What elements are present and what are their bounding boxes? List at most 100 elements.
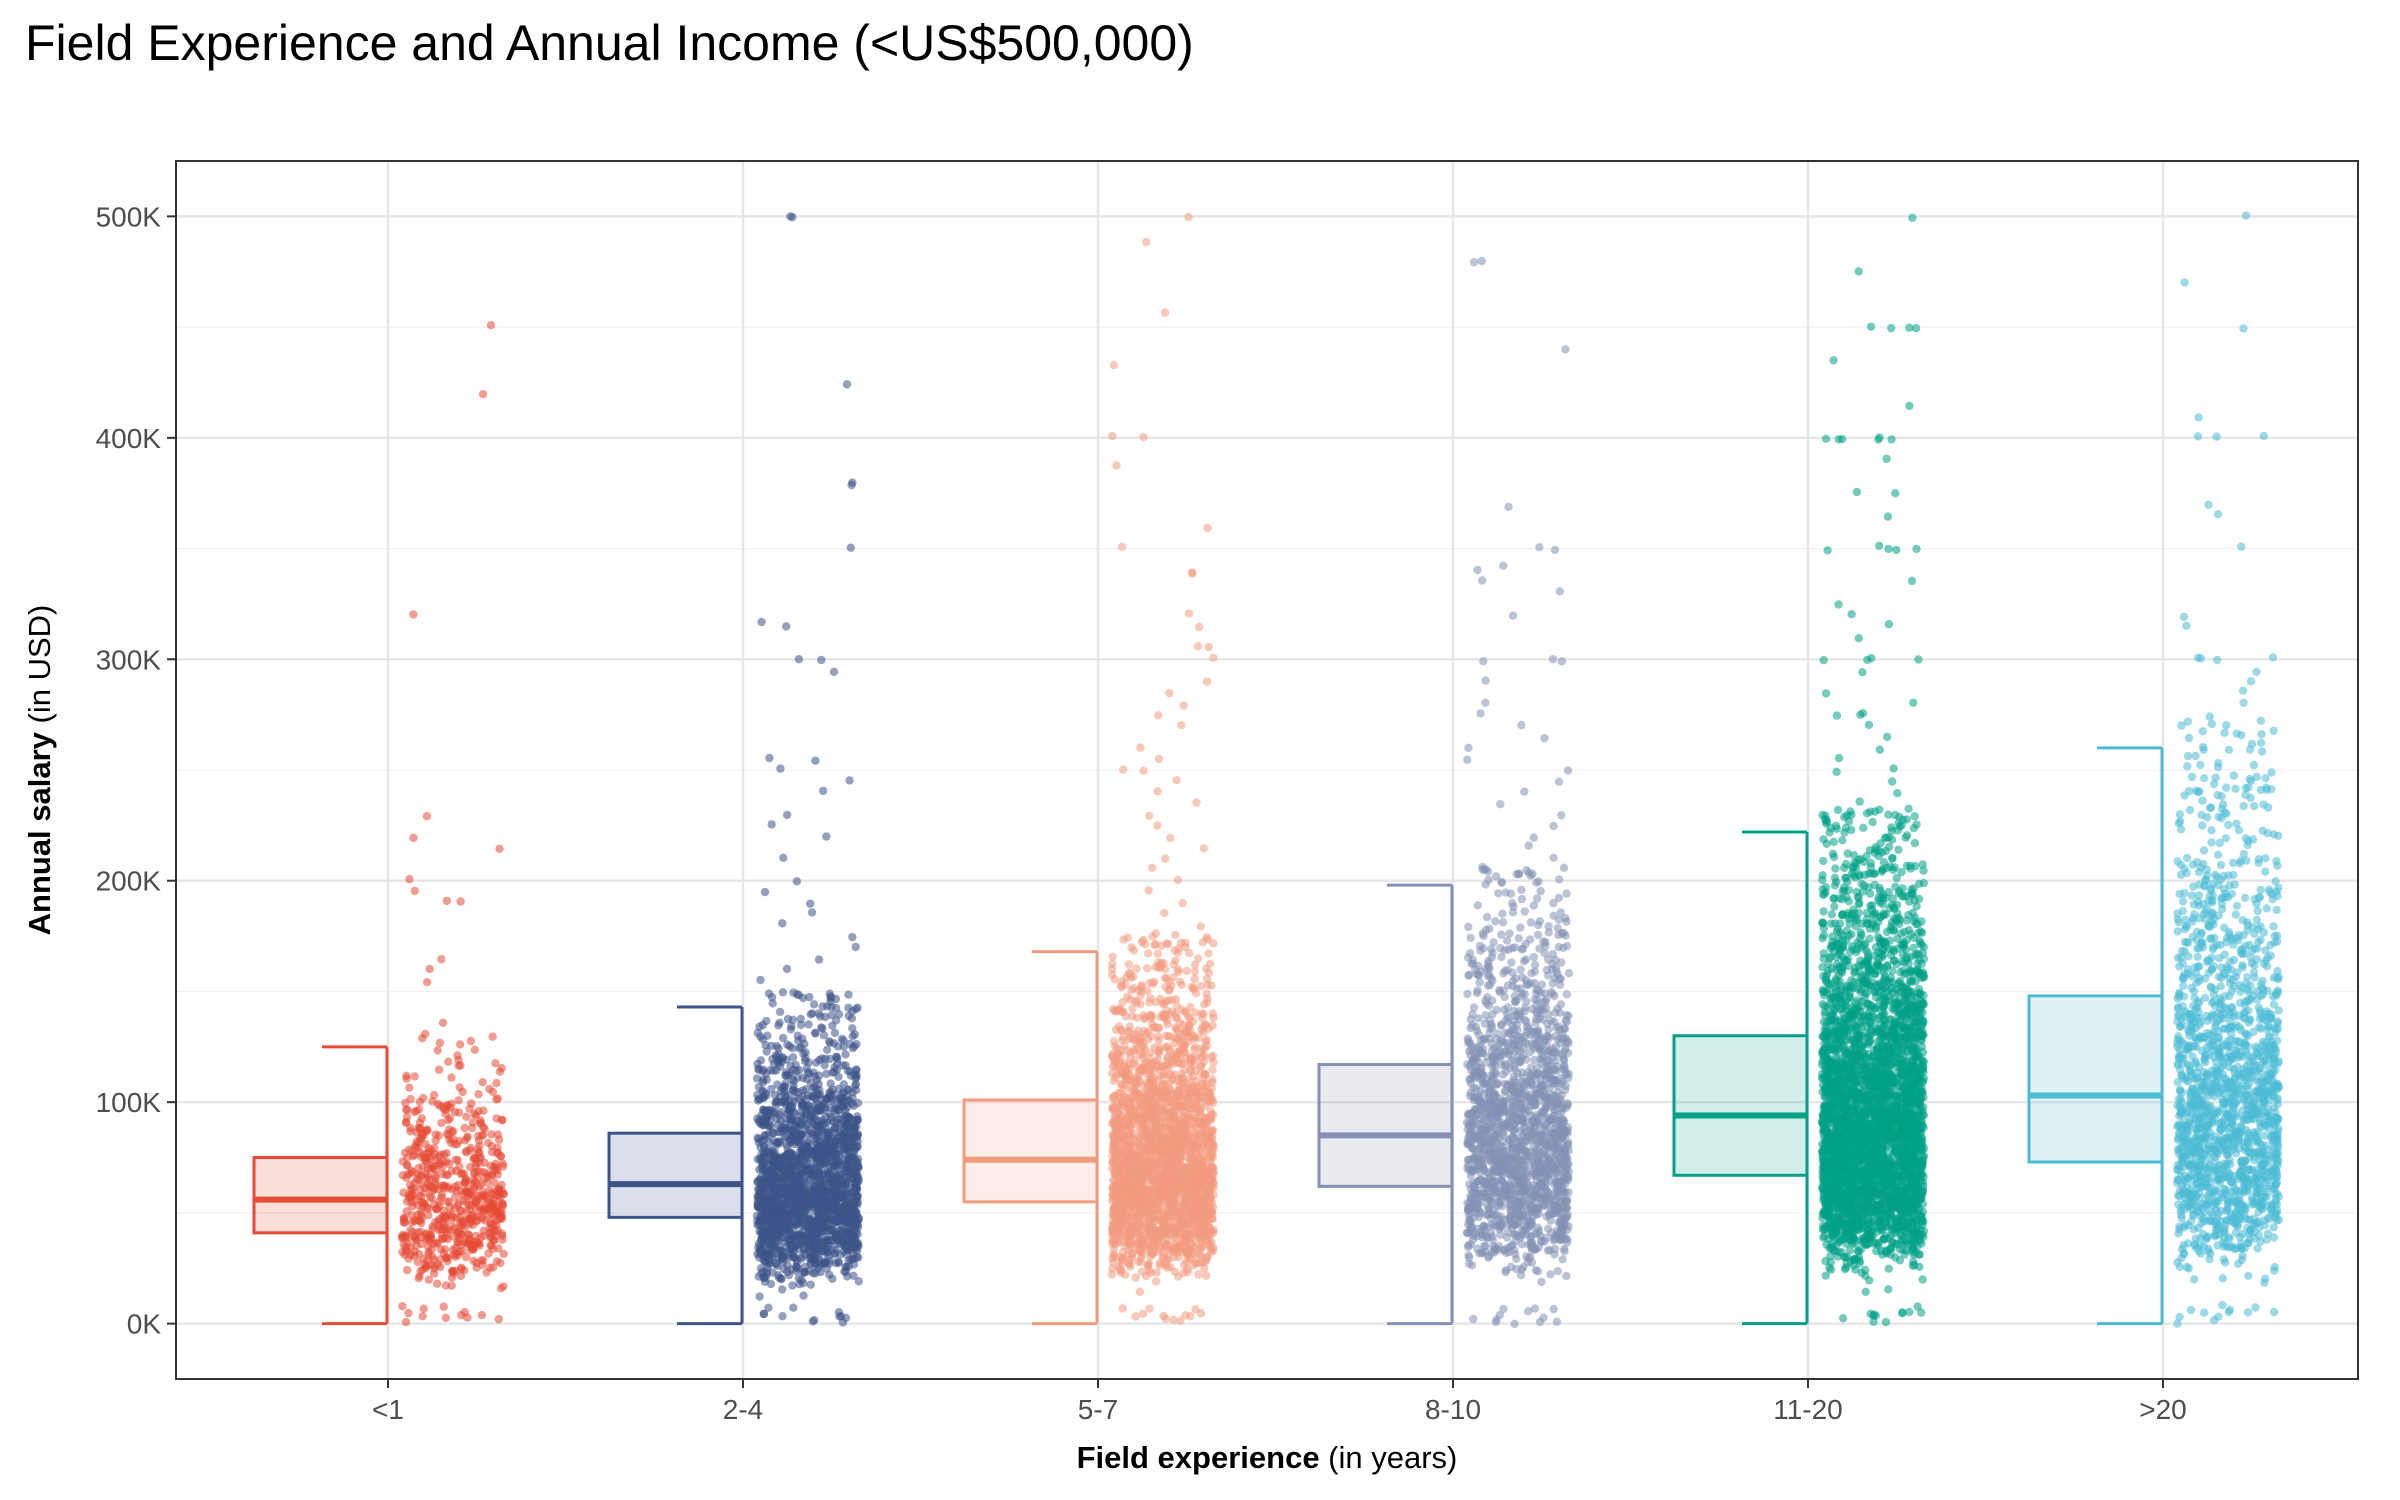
data-point bbox=[453, 1051, 462, 1060]
data-point bbox=[770, 1173, 780, 1182]
data-point bbox=[418, 1312, 427, 1321]
data-point bbox=[410, 1232, 419, 1241]
data-point bbox=[402, 1207, 411, 1216]
data-point bbox=[791, 1231, 801, 1241]
data-point bbox=[767, 1199, 776, 1208]
data-point bbox=[438, 1162, 447, 1172]
data-point bbox=[838, 1175, 847, 1185]
data-point bbox=[762, 1016, 771, 1026]
data-point bbox=[424, 1144, 434, 1153]
data-point bbox=[827, 1205, 837, 1215]
data-point bbox=[778, 988, 788, 997]
data-point bbox=[817, 1153, 826, 1162]
data-point bbox=[779, 853, 788, 862]
data-point bbox=[779, 1264, 788, 1274]
data-point bbox=[851, 1081, 860, 1090]
data-point bbox=[756, 1236, 765, 1245]
data-point bbox=[439, 1150, 449, 1159]
data-point bbox=[1189, 983, 1198, 992]
data-point bbox=[419, 1254, 428, 1264]
data-point bbox=[472, 1263, 481, 1272]
data-point bbox=[1182, 1008, 1191, 1017]
data-point bbox=[1132, 964, 1141, 973]
data-point bbox=[1167, 1057, 1177, 1067]
data-point bbox=[841, 1267, 851, 1276]
data-point bbox=[1209, 939, 1218, 948]
data-point bbox=[486, 1161, 495, 1171]
data-point bbox=[758, 1075, 768, 1085]
data-point bbox=[465, 1104, 474, 1114]
data-point bbox=[805, 1164, 814, 1174]
data-point bbox=[421, 1029, 430, 1039]
data-point bbox=[1170, 946, 1179, 955]
data-point bbox=[1207, 1127, 1216, 1136]
data-point bbox=[411, 1141, 420, 1150]
data-point bbox=[752, 1211, 762, 1220]
data-point bbox=[494, 1135, 504, 1144]
data-point bbox=[813, 1226, 823, 1235]
data-point bbox=[787, 1131, 797, 1141]
data-point bbox=[1166, 1263, 1175, 1272]
data-point bbox=[765, 753, 774, 763]
data-point bbox=[841, 1313, 851, 1323]
data-point bbox=[761, 1041, 770, 1050]
data-point bbox=[480, 1174, 489, 1183]
data-point bbox=[1113, 1229, 1122, 1239]
data-point bbox=[1186, 1148, 1196, 1158]
data-point bbox=[417, 1207, 426, 1217]
box-iqr bbox=[607, 1131, 744, 1219]
data-point bbox=[491, 1059, 500, 1068]
data-point bbox=[831, 1090, 840, 1100]
data-point bbox=[441, 1109, 450, 1119]
data-point bbox=[416, 1266, 425, 1276]
data-point bbox=[824, 1134, 833, 1144]
data-point bbox=[446, 1216, 456, 1225]
data-point bbox=[801, 1048, 810, 1057]
data-point bbox=[808, 1317, 817, 1326]
data-point bbox=[447, 1073, 456, 1082]
data-point bbox=[436, 1245, 445, 1254]
data-point bbox=[814, 1201, 823, 1211]
data-point bbox=[424, 1275, 433, 1284]
data-point bbox=[429, 1090, 439, 1100]
data-point bbox=[849, 1167, 858, 1177]
data-point bbox=[1158, 1198, 1168, 1208]
data-point bbox=[1137, 1267, 1147, 1276]
data-point bbox=[844, 1113, 854, 1123]
data-point bbox=[439, 1206, 448, 1216]
data-point bbox=[426, 1232, 436, 1241]
data-point bbox=[833, 1055, 842, 1064]
data-point bbox=[480, 1192, 490, 1201]
data-point bbox=[755, 1292, 764, 1301]
data-point bbox=[760, 1135, 769, 1144]
data-point bbox=[807, 1092, 816, 1101]
data-point bbox=[788, 1115, 797, 1124]
data-point bbox=[811, 1269, 820, 1278]
data-point bbox=[828, 1179, 838, 1188]
data-point bbox=[1126, 973, 1136, 982]
data-point bbox=[441, 1170, 451, 1180]
data-point bbox=[462, 1252, 471, 1262]
data-point bbox=[405, 875, 414, 884]
data-point bbox=[1180, 1260, 1189, 1270]
data-point bbox=[831, 1138, 840, 1147]
data-point bbox=[447, 1273, 457, 1282]
data-point bbox=[764, 1208, 773, 1218]
data-point bbox=[443, 1116, 453, 1125]
data-point bbox=[402, 1173, 411, 1183]
data-point bbox=[848, 1024, 857, 1033]
data-point bbox=[441, 1281, 451, 1290]
data-point bbox=[841, 1050, 850, 1059]
data-point bbox=[465, 1235, 474, 1244]
data-point bbox=[478, 390, 488, 399]
data-point bbox=[835, 1150, 844, 1159]
data-point bbox=[470, 1153, 479, 1162]
data-point bbox=[460, 1224, 469, 1233]
data-point bbox=[804, 1187, 814, 1196]
data-point bbox=[837, 1214, 846, 1224]
data-point bbox=[479, 1256, 488, 1265]
data-point bbox=[1203, 994, 1212, 1003]
data-point bbox=[430, 1261, 439, 1271]
data-point bbox=[788, 1015, 798, 1024]
